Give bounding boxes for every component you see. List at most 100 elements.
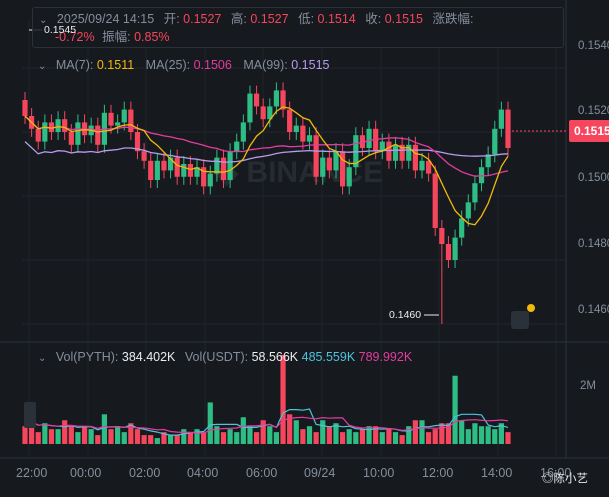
candle-body [492,128,498,155]
ma99-line [24,141,509,163]
ma-chevron-icon[interactable]: ⌄ [38,61,47,72]
ohlc-info-panel: ⌄ 2025/09/24 14:15 开: 0.1527 高: 0.1527 低… [32,7,564,48]
ma7-line [24,106,509,226]
candle-body [386,141,392,161]
candle-body [128,109,134,132]
ma99-label: MA(99): [243,58,288,72]
candle-body [459,218,465,238]
volume-bar [214,426,220,444]
candle-body [465,202,471,219]
volume-bar [207,402,213,444]
candle-body [174,157,180,177]
candle-body [220,157,227,180]
x-tick-0: 22:00 [16,466,48,480]
ma7-label: MA(7): [55,58,94,72]
candle-body [452,237,458,260]
volume-bar [62,420,68,444]
volume-bar [339,432,346,444]
volume-bar [161,432,167,444]
volume-bar [419,420,425,444]
amplitude-value: 0.85% [134,30,170,44]
candle-body [35,128,41,142]
volume-bar [452,375,458,444]
volume-bar [359,429,366,444]
candle-body [42,122,48,142]
vol-ma1-value: 485.559K [301,350,356,364]
volume-bar [472,423,478,444]
candle-body [273,90,280,107]
volume-bar [194,429,200,444]
vol-pyth-label: Vol(PYTH): [55,350,119,364]
volume-bar [293,420,299,444]
x-tick-5: 09/24 [304,466,336,480]
ma25-label: MA(25): [145,58,191,72]
vol-pyth-value: 384.402K [121,350,176,364]
volume-bar [320,420,326,444]
candle-body [300,125,306,142]
candle-body [406,144,412,161]
candle-body [280,90,286,110]
current-price-tag: 0.1515 [569,120,609,142]
candle-body [115,122,121,126]
low-marker-label: 0.1460 [389,309,422,321]
change-label: 涨跌幅: [432,12,474,26]
volume-bar [313,432,319,444]
y-tick-4: 0.1460 [578,304,609,316]
candle-body [55,119,61,132]
volume-bar [101,414,107,444]
candle-body [439,228,445,244]
candle-body [392,144,399,161]
user-watermark: ◎陈小艺 [542,473,588,485]
vol-chevron-icon[interactable]: ⌄ [38,353,47,364]
volume-bar [253,432,260,444]
volume-bar [273,432,280,444]
volume-bar [426,432,432,444]
candle-body [287,109,293,132]
candle-body [167,157,174,171]
candle-body [234,141,240,152]
vol-usdt-value: 58.566K [251,350,299,364]
candle-body [346,167,352,187]
volume-bar [392,432,399,444]
ma99-value: 0.1515 [291,58,330,72]
volume-bar [201,432,207,444]
volume-bar [465,429,471,444]
volume-bar [432,429,438,444]
candle-body [134,132,141,152]
candle-body [48,122,55,132]
ma7-value: 0.1511 [96,58,135,72]
candle-body [181,164,187,177]
volume-bar [154,438,160,444]
volume-bar [287,414,293,444]
volume-bar [187,432,194,444]
volume-bar [234,432,240,444]
candle-body [399,144,405,161]
ma25-line [24,115,509,177]
volume-bar [88,429,94,444]
ma-legend: ⌄ MA(7): 0.1511 MA(25): 0.1506 MA(99): 0… [38,58,329,72]
vol-ma10-line [24,416,509,434]
candle-body [432,173,438,228]
volume-bar [492,429,498,444]
x-tick-3: 04:00 [187,466,219,480]
candle-body [240,122,246,142]
candle-body [419,160,425,171]
vol-usdt-label: Vol(USDT): [184,350,249,364]
volume-bar [220,432,227,444]
volume-bar [346,429,352,444]
volume-bar [485,426,491,444]
volume-bar [306,426,313,444]
volume-legend: ⌄ Vol(PYTH): 384.402K Vol(USDT): 58.566K… [38,350,412,364]
x-tick-9: 16:00 [540,466,572,480]
chevron-down-icon[interactable]: ⌄ [39,15,48,26]
volume-bar [260,420,266,444]
volume-bar [373,426,379,444]
volume-bar [326,426,332,444]
candle-body [154,160,160,180]
vol-ma2-value: 789.992K [358,350,413,364]
low-value: 0.1514 [317,12,356,26]
